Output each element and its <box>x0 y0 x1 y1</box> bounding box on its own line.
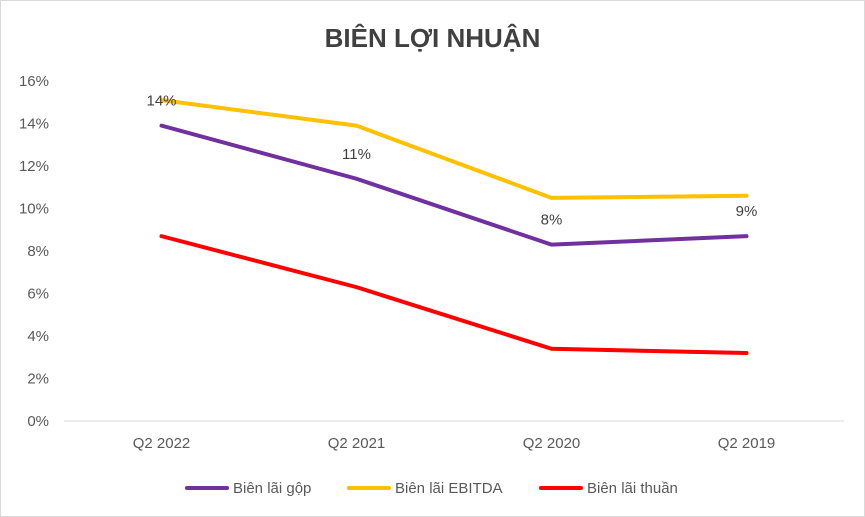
legend-label: Biên lãi EBITDA <box>395 480 503 497</box>
legend-label: Biên lãi gộp <box>233 480 311 497</box>
y-tick-label: 8% <box>27 243 49 260</box>
y-tick-label: 14% <box>19 116 49 133</box>
data-label: 8% <box>541 212 563 229</box>
series-line <box>159 234 749 355</box>
y-tick-label: 0% <box>27 413 49 430</box>
x-tick-label: Q2 2020 <box>523 435 581 452</box>
x-tick-label: Q2 2022 <box>133 435 191 452</box>
legend-label: Biên lãi thuần <box>587 480 678 497</box>
y-tick-label: 10% <box>19 201 49 218</box>
x-tick-label: Q2 2021 <box>328 435 386 452</box>
data-label: 11% <box>342 146 371 163</box>
chart-title: BIÊN LỢI NHUẬN <box>324 23 541 53</box>
y-tick-label: 4% <box>27 328 49 345</box>
y-tick-label: 12% <box>19 158 49 175</box>
data-label: 9% <box>736 203 758 220</box>
series-line <box>159 123 749 247</box>
y-tick-label: 16% <box>19 73 49 90</box>
x-tick-label: Q2 2019 <box>718 435 776 452</box>
series-line <box>159 98 749 200</box>
y-tick-label: 2% <box>27 371 49 388</box>
data-label: 14% <box>146 93 176 110</box>
y-tick-label: 6% <box>27 286 49 303</box>
